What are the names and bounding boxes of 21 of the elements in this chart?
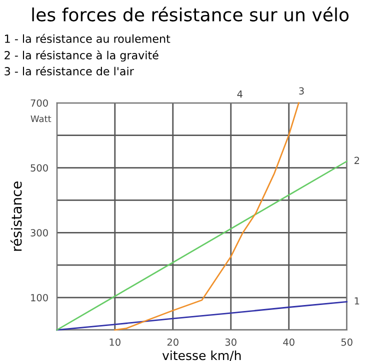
x-tick-label: 50 [341, 338, 352, 346]
text: 4 [237, 90, 242, 98]
x-tick-label: 10 [110, 338, 120, 346]
y-tick-label: 500 [30, 164, 48, 172]
chart-title: les forces de résistance sur un vélo [32, 6, 349, 22]
x-axis-title: vitesse km/h [162, 350, 241, 361]
line-series [114, 102, 300, 331]
x-tick-label: 30 [225, 338, 236, 346]
y-tick-label: 700 [30, 99, 48, 107]
text: Watt [30, 115, 52, 122]
x-tick-label: 20 [167, 338, 178, 346]
text: 3 - la résistance de l'air [4, 66, 134, 76]
series-label: 1 [354, 297, 360, 304]
y-tick-label: 100 [31, 294, 48, 302]
text: 2 - la résistance à la gravité [4, 50, 158, 62]
x-tick-label: 40 [283, 338, 294, 346]
series-label: 2 [354, 156, 360, 164]
text: 1 - la résistance au roulement [5, 34, 170, 43]
series-label: 3 [299, 87, 304, 95]
y-tick-label: 300 [30, 229, 48, 236]
y-axis-title: résistance [10, 182, 22, 251]
